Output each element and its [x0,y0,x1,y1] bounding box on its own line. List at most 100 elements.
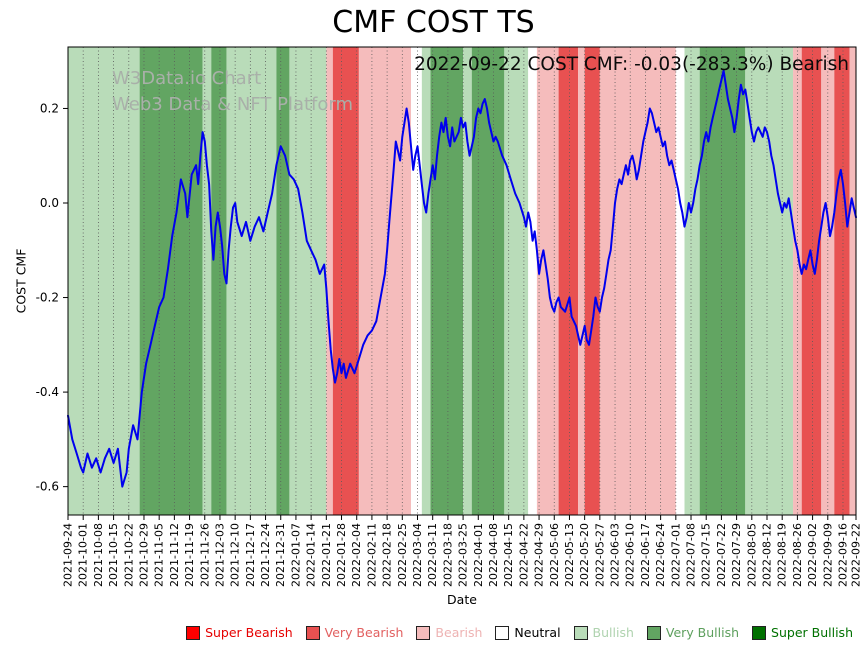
legend-item-very_bearish: Very Bearish [305,625,404,640]
y-tick-label: -0.4 [36,385,59,399]
y-axis-label: COST CMF [13,248,29,314]
signal-band-bearish [578,47,585,515]
x-tick-label: 2021-10-15 [107,523,120,587]
x-tick-label: 2022-09-22 [850,523,863,587]
x-tick-label: 2021-10-08 [92,523,105,587]
signal-band-neutral [528,47,537,515]
x-tick-label: 2022-09-16 [836,523,849,587]
signal-band-bullish [745,47,794,515]
x-tick-label: 2022-08-26 [791,523,804,587]
signal-band-very_bearish [801,47,822,515]
signal-band-very_bullish [211,47,227,515]
y-tick-label: 0.2 [40,101,59,115]
legend-label: Very Bullish [665,625,740,640]
x-tick-label: 2021-09-24 [62,523,75,587]
signal-band-bullish [684,47,700,515]
x-tick-label: 2022-04-22 [517,523,530,587]
x-tick-label: 2022-07-01 [669,523,682,587]
signal-band-bearish [793,47,802,515]
x-tick-label: 2022-06-24 [654,523,667,587]
x-tick-label: 2022-06-10 [624,523,637,587]
legend-item-very_bullish: Very Bullish [646,625,740,640]
x-tick-label: 2022-06-17 [639,523,652,587]
signal-band-very_bearish [834,47,850,515]
signal-band-bearish [849,47,856,515]
signal-band-very_bullish [699,47,746,515]
x-tick-label: 2022-06-03 [609,523,622,587]
x-tick-label: 2021-10-22 [122,523,135,587]
x-tick-label: 2022-09-09 [821,523,834,587]
x-tick-label: 2021-12-24 [259,523,272,587]
x-tick-label: 2021-12-10 [229,523,242,587]
x-tick-label: 2022-05-06 [548,523,561,587]
x-tick-label: 2022-02-11 [365,523,378,587]
legend-item-bullish: Bullish [573,625,634,640]
legend-label: Neutral [514,625,561,640]
legend-swatch-bearish [416,625,431,640]
signal-band-bullish [226,47,277,515]
x-tick-label: 2022-04-15 [502,523,515,587]
signal-band-neutral [410,47,422,515]
x-tick-label: 2022-05-27 [593,523,606,587]
legend-swatch-super_bullish [752,625,767,640]
watermark-line2: Web3 Data & NFT Platform [112,93,354,115]
signal-band-bullish [68,47,140,515]
x-tick-label: 2022-05-20 [578,523,591,587]
legend-label: Super Bullish [771,625,853,640]
watermark: W3Data.io Chart Web3 Data & NFT Platform [112,66,353,117]
legend-swatch-super_bearish [186,625,201,640]
legend-label: Bearish [435,625,483,640]
signal-band-bullish [504,47,529,515]
legend-item-super_bearish: Super Bearish [186,625,293,640]
legend-label: Bullish [592,625,634,640]
legend-swatch-very_bearish [305,625,320,640]
x-tick-label: 2022-02-18 [381,523,394,587]
x-tick-label: 2021-11-05 [153,523,166,587]
x-tick-label: 2021-11-19 [183,523,196,587]
x-tick-label: 2022-03-04 [411,523,424,587]
x-tick-label: 2021-10-29 [137,523,150,587]
x-tick-label: 2021-12-31 [274,523,287,587]
y-tick-label: -0.6 [36,480,59,494]
x-tick-label: 2022-07-29 [730,523,743,587]
signal-band-bearish [358,47,411,515]
signal-band-bearish [599,47,676,515]
x-tick-label: 2022-08-05 [745,523,758,587]
x-tick-label: 2022-07-08 [685,523,698,587]
x-tick-label: 2021-12-17 [244,523,257,587]
x-tick-label: 2022-03-25 [457,523,470,587]
x-tick-label: 2022-05-13 [563,523,576,587]
x-tick-label: 2022-01-21 [320,523,333,587]
x-tick-label: 2021-11-12 [168,523,181,587]
signal-band-bullish [463,47,472,515]
x-tick-label: 2022-08-19 [776,523,789,587]
legend-swatch-bullish [573,625,588,640]
y-tick-label: 0.0 [40,196,59,210]
signal-band-very_bearish [332,47,359,515]
legend-label: Super Bearish [205,625,293,640]
signal-band-very_bullish [139,47,203,515]
x-tick-label: 2021-10-01 [77,523,90,587]
x-tick-label: 2022-01-07 [289,523,302,587]
legend-item-neutral: Neutral [495,625,561,640]
x-tick-label: 2022-07-15 [700,523,713,587]
latest-value-annotation: 2022-09-22 COST CMF: -0.03(-283.3%) Bear… [414,54,849,75]
signal-band-very_bullish [276,47,290,515]
x-tick-label: 2022-01-14 [305,523,318,587]
x-tick-label: 2022-03-18 [441,523,454,587]
legend-label: Very Bearish [324,625,404,640]
signal-band-bearish [326,47,333,515]
x-tick-label: 2022-02-04 [350,523,363,587]
x-tick-label: 2022-04-29 [533,523,546,587]
watermark-line1: W3Data.io Chart [112,68,262,89]
legend: Super Bearish Very Bearish Bearish Neutral B… [0,625,853,640]
x-tick-label: 2022-03-11 [426,523,439,587]
legend-swatch-very_bullish [646,625,661,640]
x-tick-label: 2022-01-28 [335,523,348,587]
signal-band-bullish [202,47,212,515]
x-tick-label: 2022-09-02 [806,523,819,587]
chart-title: CMF COST TS [332,5,535,40]
signal-band-bearish [821,47,835,515]
